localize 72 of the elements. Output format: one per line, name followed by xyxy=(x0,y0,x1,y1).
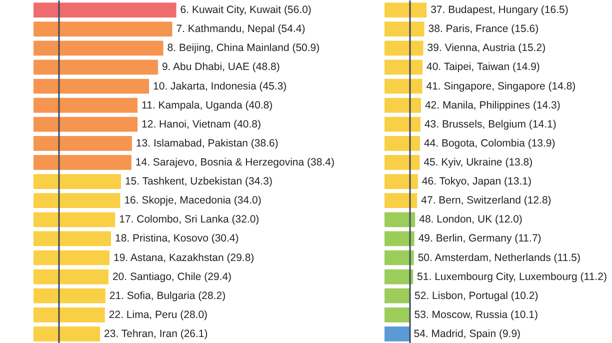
data-label: 42. Manila, Philippines (14.3) xyxy=(424,99,560,112)
bar xyxy=(34,250,110,266)
bar xyxy=(34,155,132,170)
bar xyxy=(384,155,420,170)
data-label: 50. Amsterdam, Netherlands (11.5) xyxy=(418,252,580,264)
data-label: 9. Abu Dhabi, UAE (48.8) xyxy=(162,61,280,74)
bar xyxy=(384,98,421,113)
data-label: 43. Brussels, Belgium (14.1) xyxy=(424,118,556,130)
data-label: 47. Bern, Switzerland (12.8) xyxy=(421,194,552,207)
data-label: 7. Kathmandu, Nepal (54.4) xyxy=(176,23,306,36)
data-label: 45. Kyiv, Ukraine (13.8) xyxy=(424,156,533,168)
bar xyxy=(384,136,420,151)
bar xyxy=(34,136,132,151)
bar xyxy=(384,193,418,208)
data-label: 39. Vienna, Austria (15.2) xyxy=(427,42,546,54)
data-label: 51. Luxembourg City, Luxembourg (11.2) xyxy=(417,270,607,283)
bar xyxy=(34,231,112,246)
bar xyxy=(384,288,411,304)
data-label: 52. Lisbon, Portugal (10.2) xyxy=(414,290,538,302)
bar xyxy=(384,250,414,266)
bar xyxy=(34,307,105,322)
bar xyxy=(384,307,410,322)
data-label: 54. Madrid, Spain (9.9) xyxy=(414,328,521,340)
data-label: 38. Paris, France (15.6) xyxy=(428,23,539,36)
bar xyxy=(34,212,116,228)
data-label: 22. Lima, Peru (28.0) xyxy=(108,308,208,321)
bar xyxy=(34,116,138,132)
bar xyxy=(384,326,410,342)
bar xyxy=(384,231,414,246)
data-label: 48. London, UK (12.0) xyxy=(419,214,522,226)
bar xyxy=(34,2,176,18)
data-label: 21. Sofia, Bulgaria (28.2) xyxy=(109,290,226,302)
bar xyxy=(384,269,414,284)
bar xyxy=(34,269,108,284)
bar xyxy=(384,116,420,132)
data-label: 13. Islamabad, Pakistan (38.6) xyxy=(136,137,278,150)
data-label: 17. Colombo, Sri Lanka (32.0) xyxy=(119,214,260,226)
bar xyxy=(384,2,427,18)
data-label: 20. Santiago, Chile (29.4) xyxy=(112,270,232,283)
data-label: 41. Singapore, Singapore (14.8) xyxy=(426,80,576,92)
data-label: 46. Tokyo, Japan (13.1) xyxy=(422,176,532,188)
data-label: 40. Taipei, Taiwan (14.9) xyxy=(426,61,540,74)
bar xyxy=(34,40,164,56)
data-label: 10. Jakarta, Indonesia (45.3) xyxy=(153,80,287,92)
data-label: 8. Beijing, China Mainland (50.9) xyxy=(167,42,320,54)
data-label: 44. Bogota, Colombia (13.9) xyxy=(424,137,556,150)
bar xyxy=(384,22,424,37)
data-label: 53. Moscow, Russia (10.1) xyxy=(414,308,538,321)
data-label: 37. Budapest, Hungary (16.5) xyxy=(430,4,568,16)
bar xyxy=(384,174,418,189)
bar xyxy=(34,174,121,189)
data-label: 11. Kampala, Uganda (40.8) xyxy=(142,99,273,112)
bar xyxy=(34,326,100,342)
data-label: 15. Tashkent, Uzbekistan (34.3) xyxy=(124,176,272,188)
data-label: 6. Kuwait City, Kuwait (56.0) xyxy=(180,4,312,16)
bar xyxy=(384,78,422,94)
data-label: 19. Astana, Kazakhstan (29.8) xyxy=(113,252,254,264)
bar xyxy=(384,40,424,56)
data-label: 23. Tehran, Iran (26.1) xyxy=(104,328,208,340)
bar xyxy=(34,60,158,75)
bar xyxy=(34,98,138,113)
data-label: 12. Hanoi, Vietnam (40.8) xyxy=(142,118,262,130)
bar xyxy=(34,22,172,37)
data-label: 14. Sarajevo, Bosnia & Herzegovina (38.4) xyxy=(135,156,334,168)
data-label: 49. Berlin, Germany (11.7) xyxy=(418,232,542,245)
data-label: 16. Skopje, Macedonia (34.0) xyxy=(124,194,262,207)
data-label: 18. Pristina, Kosovo (30.4) xyxy=(115,232,239,245)
bar xyxy=(34,288,106,304)
bar xyxy=(384,60,422,75)
bar xyxy=(384,212,416,228)
bar xyxy=(34,193,120,208)
bar xyxy=(34,78,150,94)
